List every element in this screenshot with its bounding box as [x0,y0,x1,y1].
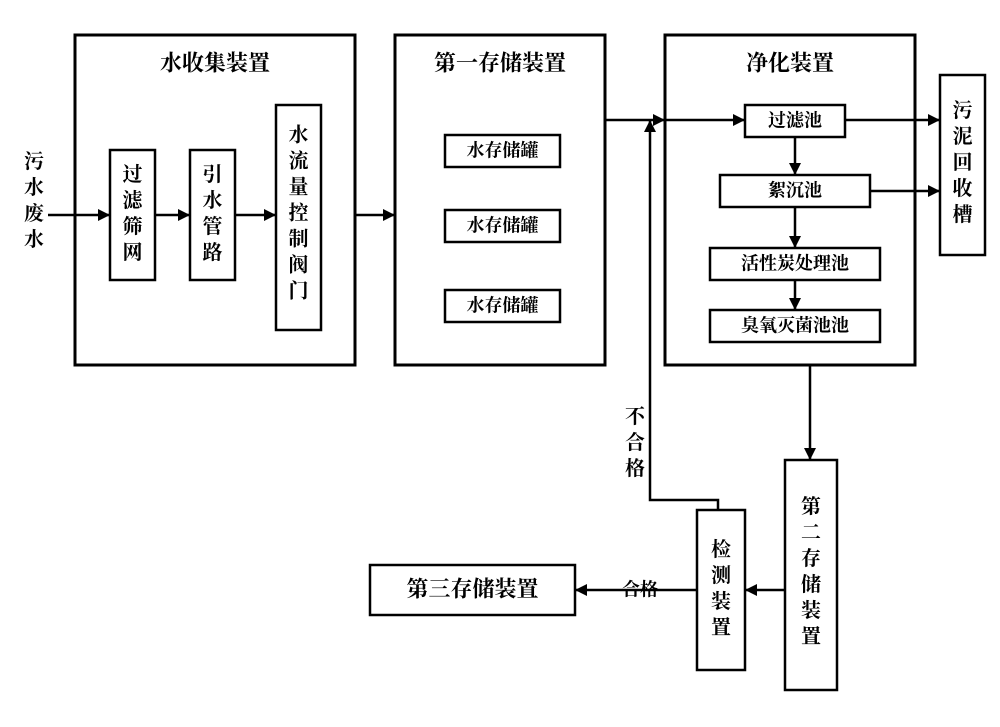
group-title: 第一存储装置 [434,47,566,78]
arrowhead [789,163,801,175]
arrowhead [98,209,110,221]
arrowhead [264,209,276,221]
node-label-sludge: 污泥回收槽 [953,94,973,227]
arrowhead [733,114,745,126]
node-label-p_ozone: 臭氧灭菌池池 [741,312,849,338]
node-label-p_floc: 絮沉池 [768,177,822,203]
node-label-tank3: 水存储罐 [467,292,539,318]
group-title: 水收集装置 [160,47,270,78]
flowchart-canvas: 污水废水水收集装置过滤筛网引水管路水流量控制阀门第一存储装置水存储罐水存储罐水存… [0,0,1000,727]
node-label-store2: 第二存储装置 [801,490,821,649]
node-label-p_filter: 过滤池 [768,107,822,133]
node-label-pipe: 引水管路 [203,158,223,265]
arrowhead [789,298,801,310]
arrowhead [178,209,190,221]
flow-edge [650,120,718,510]
node-label-filter: 过滤筛网 [123,158,145,265]
arrowhead [745,584,757,596]
label-pass_label: 合格 [622,576,658,602]
arrowhead [804,448,816,460]
group-title: 净化装置 [746,47,834,78]
arrowhead [575,584,587,596]
node-label-detect: 检测装置 [711,533,731,640]
arrowhead [653,114,665,126]
node-label-store3: 第三存储装置 [406,573,538,604]
node-label-tank2: 水存储罐 [467,212,539,238]
node-label-p_carbon: 活性炭处理池 [741,250,849,276]
label-input: 污水废水 [24,145,44,252]
arrowhead [928,185,940,197]
arrowhead [383,209,395,221]
arrowhead [789,236,801,248]
arrowhead [928,114,940,126]
node-label-valve: 水流量控制阀门 [289,119,310,304]
node-label-tank1: 水存储罐 [467,137,539,163]
label-fail_label: 不合格 [625,400,646,481]
